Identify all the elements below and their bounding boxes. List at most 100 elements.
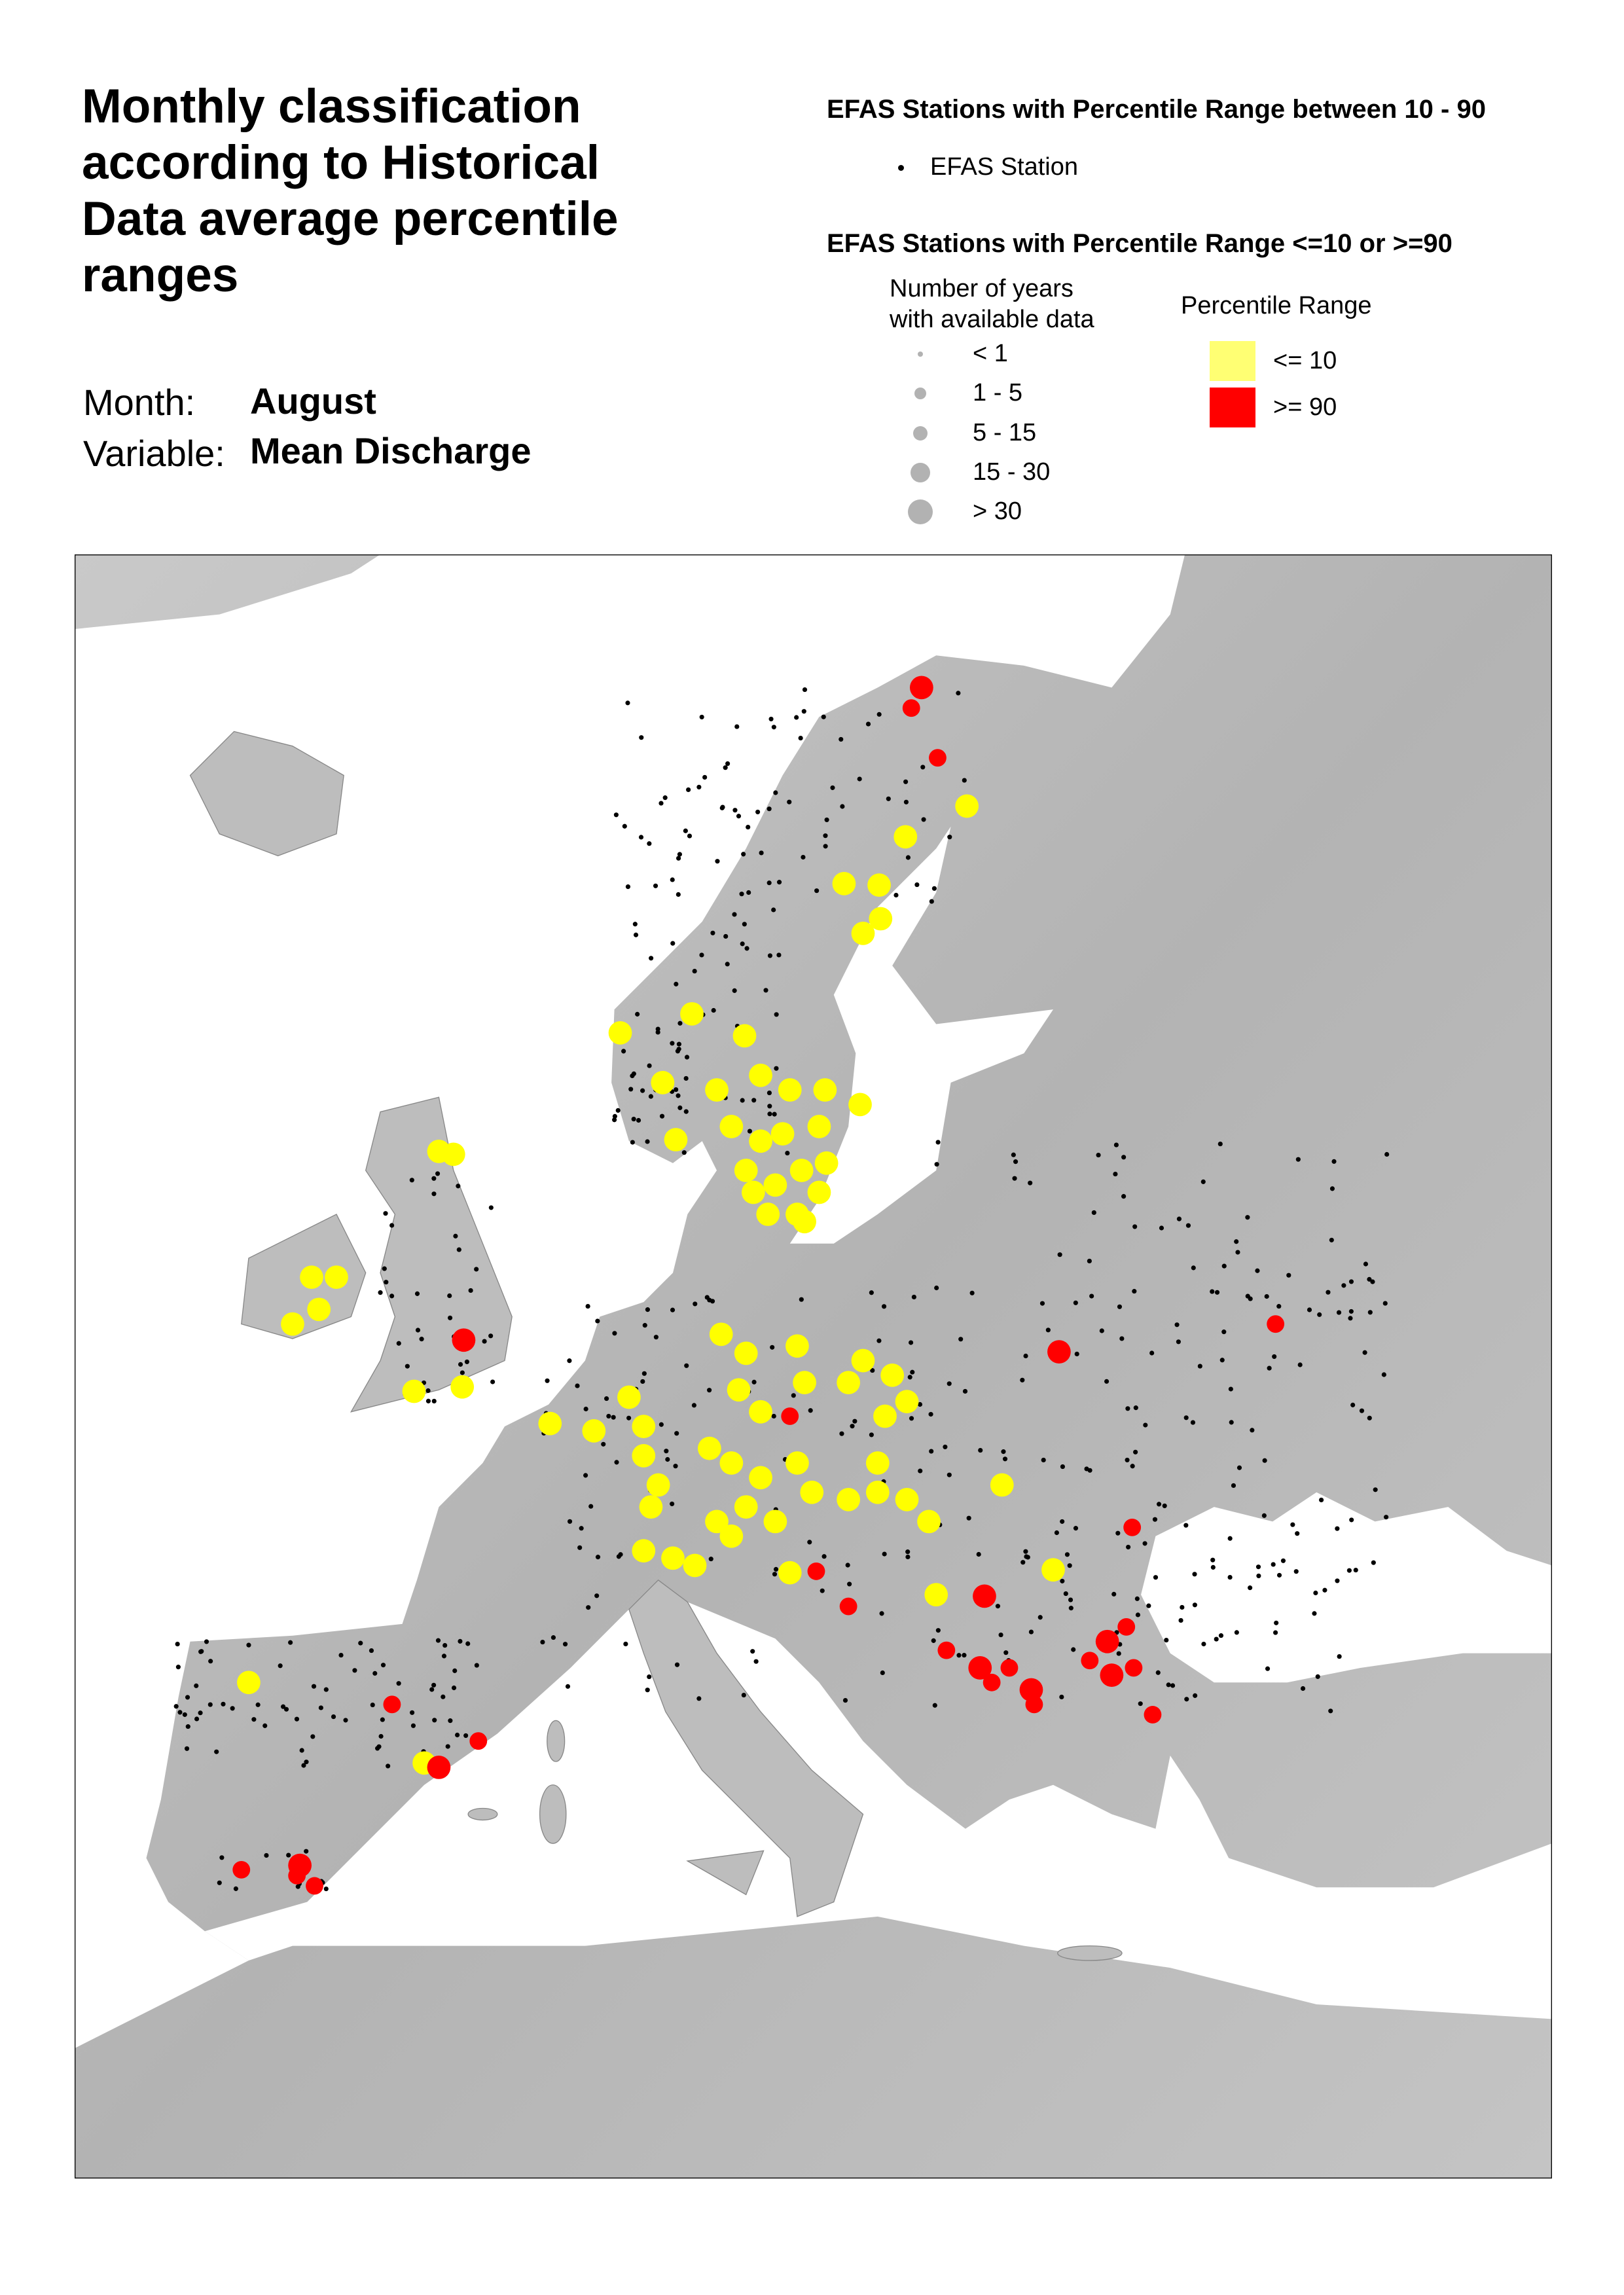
station-marker[interactable] bbox=[683, 1075, 689, 1081]
low-percentile-station[interactable] bbox=[749, 1129, 772, 1153]
high-percentile-station[interactable] bbox=[1095, 1629, 1119, 1653]
station-marker[interactable] bbox=[595, 1318, 600, 1324]
station-marker[interactable] bbox=[1067, 1563, 1072, 1568]
low-percentile-station[interactable] bbox=[763, 1173, 787, 1197]
station-marker[interactable] bbox=[626, 1415, 632, 1420]
station-marker[interactable] bbox=[1176, 1339, 1181, 1345]
station-marker[interactable] bbox=[676, 856, 681, 861]
station-marker[interactable] bbox=[1178, 1617, 1183, 1623]
station-marker[interactable] bbox=[442, 1642, 448, 1648]
station-marker[interactable] bbox=[910, 1369, 915, 1375]
low-percentile-station[interactable] bbox=[789, 1159, 814, 1182]
station-marker[interactable] bbox=[380, 1663, 386, 1668]
station-marker[interactable] bbox=[1023, 1549, 1028, 1554]
station-marker[interactable] bbox=[1064, 1552, 1070, 1557]
low-percentile-station[interactable] bbox=[719, 1524, 744, 1548]
station-marker[interactable] bbox=[1138, 1701, 1143, 1707]
station-marker[interactable] bbox=[1113, 1172, 1118, 1177]
station-marker[interactable] bbox=[632, 922, 638, 927]
station-marker[interactable] bbox=[575, 1383, 580, 1388]
station-marker[interactable] bbox=[1267, 1365, 1272, 1371]
station-marker[interactable] bbox=[774, 1066, 779, 1071]
station-marker[interactable] bbox=[763, 988, 768, 993]
high-percentile-station[interactable] bbox=[427, 1756, 451, 1779]
station-marker[interactable] bbox=[1261, 1513, 1267, 1518]
station-marker[interactable] bbox=[1012, 1176, 1017, 1181]
station-marker[interactable] bbox=[370, 1702, 375, 1708]
station-marker[interactable] bbox=[1319, 1497, 1324, 1503]
station-marker[interactable] bbox=[456, 1184, 461, 1189]
low-percentile-station[interactable] bbox=[749, 1063, 772, 1087]
low-percentile-station[interactable] bbox=[617, 1385, 641, 1409]
station-marker[interactable] bbox=[1028, 1629, 1034, 1635]
station-marker[interactable] bbox=[880, 1670, 885, 1676]
station-marker[interactable] bbox=[710, 1299, 715, 1304]
station-marker[interactable] bbox=[185, 1724, 190, 1729]
station-marker[interactable] bbox=[1322, 1587, 1327, 1593]
station-marker[interactable] bbox=[741, 1692, 746, 1698]
high-percentile-station[interactable] bbox=[232, 1860, 251, 1879]
station-marker[interactable] bbox=[771, 1413, 776, 1419]
station-marker[interactable] bbox=[1274, 1620, 1279, 1625]
station-marker[interactable] bbox=[1135, 1612, 1141, 1617]
low-percentile-station[interactable] bbox=[237, 1671, 261, 1695]
station-marker[interactable] bbox=[1174, 1322, 1180, 1328]
station-marker[interactable] bbox=[909, 1416, 914, 1421]
station-marker[interactable] bbox=[1045, 1328, 1051, 1333]
station-marker[interactable] bbox=[1255, 1564, 1261, 1570]
low-percentile-station[interactable] bbox=[632, 1443, 656, 1468]
station-marker[interactable] bbox=[1271, 1562, 1276, 1567]
station-marker[interactable] bbox=[1059, 1694, 1064, 1700]
station-marker[interactable] bbox=[425, 1398, 431, 1403]
station-marker[interactable] bbox=[331, 1714, 336, 1720]
station-marker[interactable] bbox=[1295, 1531, 1300, 1536]
low-percentile-station[interactable] bbox=[867, 873, 891, 897]
low-percentile-station[interactable] bbox=[639, 1495, 663, 1519]
station-marker[interactable] bbox=[1184, 1697, 1189, 1702]
station-marker[interactable] bbox=[1096, 1152, 1101, 1158]
station-marker[interactable] bbox=[432, 1718, 437, 1723]
station-marker[interactable] bbox=[198, 1710, 203, 1716]
station-marker[interactable] bbox=[396, 1681, 401, 1686]
station-marker[interactable] bbox=[1073, 1526, 1079, 1531]
station-marker[interactable] bbox=[586, 1605, 591, 1610]
station-marker[interactable] bbox=[1245, 1293, 1250, 1299]
station-marker[interactable] bbox=[1248, 1585, 1253, 1591]
station-marker[interactable] bbox=[431, 1682, 437, 1688]
station-marker[interactable] bbox=[458, 1362, 463, 1367]
station-marker[interactable] bbox=[681, 1150, 687, 1155]
station-marker[interactable] bbox=[711, 1007, 716, 1013]
station-marker[interactable] bbox=[814, 888, 820, 894]
station-marker[interactable] bbox=[1028, 1180, 1033, 1185]
station-marker[interactable] bbox=[962, 1388, 968, 1394]
station-marker[interactable] bbox=[301, 1763, 306, 1768]
station-marker[interactable] bbox=[358, 1640, 363, 1646]
station-marker[interactable] bbox=[1063, 1591, 1068, 1597]
station-marker[interactable] bbox=[219, 1855, 225, 1860]
low-percentile-station[interactable] bbox=[917, 1509, 941, 1534]
station-marker[interactable] bbox=[931, 886, 937, 891]
station-marker[interactable] bbox=[751, 1098, 757, 1103]
low-percentile-station[interactable] bbox=[697, 1436, 721, 1460]
station-marker[interactable] bbox=[767, 1104, 772, 1109]
station-marker[interactable] bbox=[621, 1049, 626, 1054]
station-marker[interactable] bbox=[677, 852, 682, 857]
station-marker[interactable] bbox=[405, 1364, 410, 1369]
station-marker[interactable] bbox=[736, 814, 742, 819]
station-marker[interactable] bbox=[1084, 1466, 1089, 1472]
station-marker[interactable] bbox=[847, 1581, 852, 1587]
station-marker[interactable] bbox=[1229, 1420, 1234, 1425]
low-percentile-station[interactable] bbox=[734, 1341, 758, 1365]
station-marker[interactable] bbox=[1060, 1578, 1065, 1583]
station-marker[interactable] bbox=[338, 1652, 344, 1658]
low-percentile-station[interactable] bbox=[785, 1334, 809, 1358]
low-percentile-station[interactable] bbox=[778, 1078, 802, 1102]
station-marker[interactable] bbox=[562, 1642, 568, 1647]
station-marker[interactable] bbox=[1013, 1159, 1019, 1165]
station-marker[interactable] bbox=[463, 1733, 469, 1739]
station-marker[interactable] bbox=[380, 1717, 385, 1722]
station-marker[interactable] bbox=[1228, 1386, 1233, 1392]
station-marker[interactable] bbox=[1166, 1682, 1171, 1688]
low-percentile-station[interactable] bbox=[873, 1404, 897, 1428]
station-marker[interactable] bbox=[410, 1723, 416, 1728]
